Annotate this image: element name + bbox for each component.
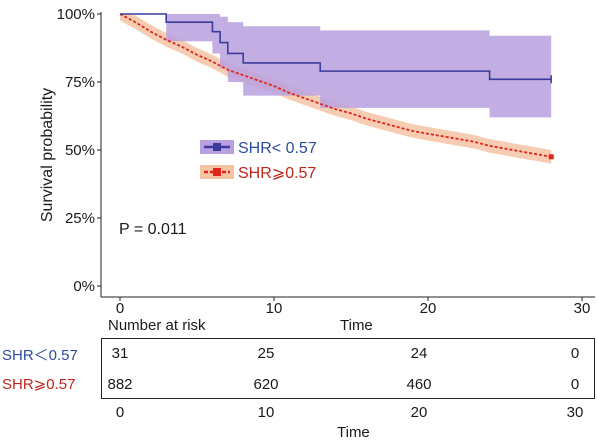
censor-marker-high-shr	[548, 154, 554, 160]
risk-time-tick: 0	[115, 404, 125, 421]
x-tick-label: 20	[420, 300, 437, 317]
survival-curve-high-shr	[119, 13, 552, 158]
risk-count: 25	[257, 345, 275, 362]
ci-band-low-shr	[166, 14, 552, 118]
risk-time-tick: 20	[410, 404, 428, 421]
survival-curves	[119, 13, 554, 160]
y-tick-label: 0%	[73, 278, 95, 295]
legend-label-2: SHR⩾0.57	[238, 165, 316, 182]
risk-count: 0	[570, 376, 580, 393]
risk-count: 31	[111, 345, 129, 362]
y-tick-label: 50%	[65, 142, 95, 159]
legend-label-1: SHR< 0.57	[238, 140, 317, 157]
plot-axes	[100, 12, 595, 298]
legend: SHR< 0.57 SHR⩾0.57	[200, 140, 317, 182]
risk-count: 0	[570, 345, 580, 362]
x-tick-label: 0	[116, 300, 124, 317]
risk-time-tick: 10	[257, 404, 275, 421]
y-tick-label: 100%	[57, 6, 95, 23]
risk-table	[101, 338, 595, 399]
ci-band-high-shr	[120, 14, 552, 164]
survival-curve-low-shr	[120, 13, 552, 81]
x-tick-label: 10	[266, 300, 283, 317]
confidence-bands	[120, 14, 552, 164]
y-tick-label: 75%	[65, 74, 95, 91]
y-axis-title: Survival probability	[39, 88, 56, 222]
bottom-x-axis-title: Time	[337, 424, 370, 441]
p-value-annotation: P = 0.011	[119, 221, 187, 238]
risk-row-label-high: SHR⩾0.57	[2, 376, 76, 393]
risk-table-title: Number at risk	[108, 317, 206, 334]
legend-marker-2	[213, 168, 221, 176]
axis-ticks: 0% 25% 50% 75% 100% 0 10 20 30	[57, 6, 591, 317]
y-tick-label: 25%	[65, 210, 95, 227]
risk-row-label-low: SHR＜0.57	[2, 347, 78, 364]
risk-count: 882	[107, 376, 133, 393]
risk-time-tick: 30	[566, 404, 584, 421]
risk-count: 620	[253, 376, 279, 393]
x-tick-label: 30	[574, 300, 591, 317]
legend-marker-1	[213, 143, 221, 151]
top-time-label: Time	[340, 317, 373, 334]
risk-count: 24	[410, 345, 428, 362]
risk-count: 460	[406, 376, 432, 393]
